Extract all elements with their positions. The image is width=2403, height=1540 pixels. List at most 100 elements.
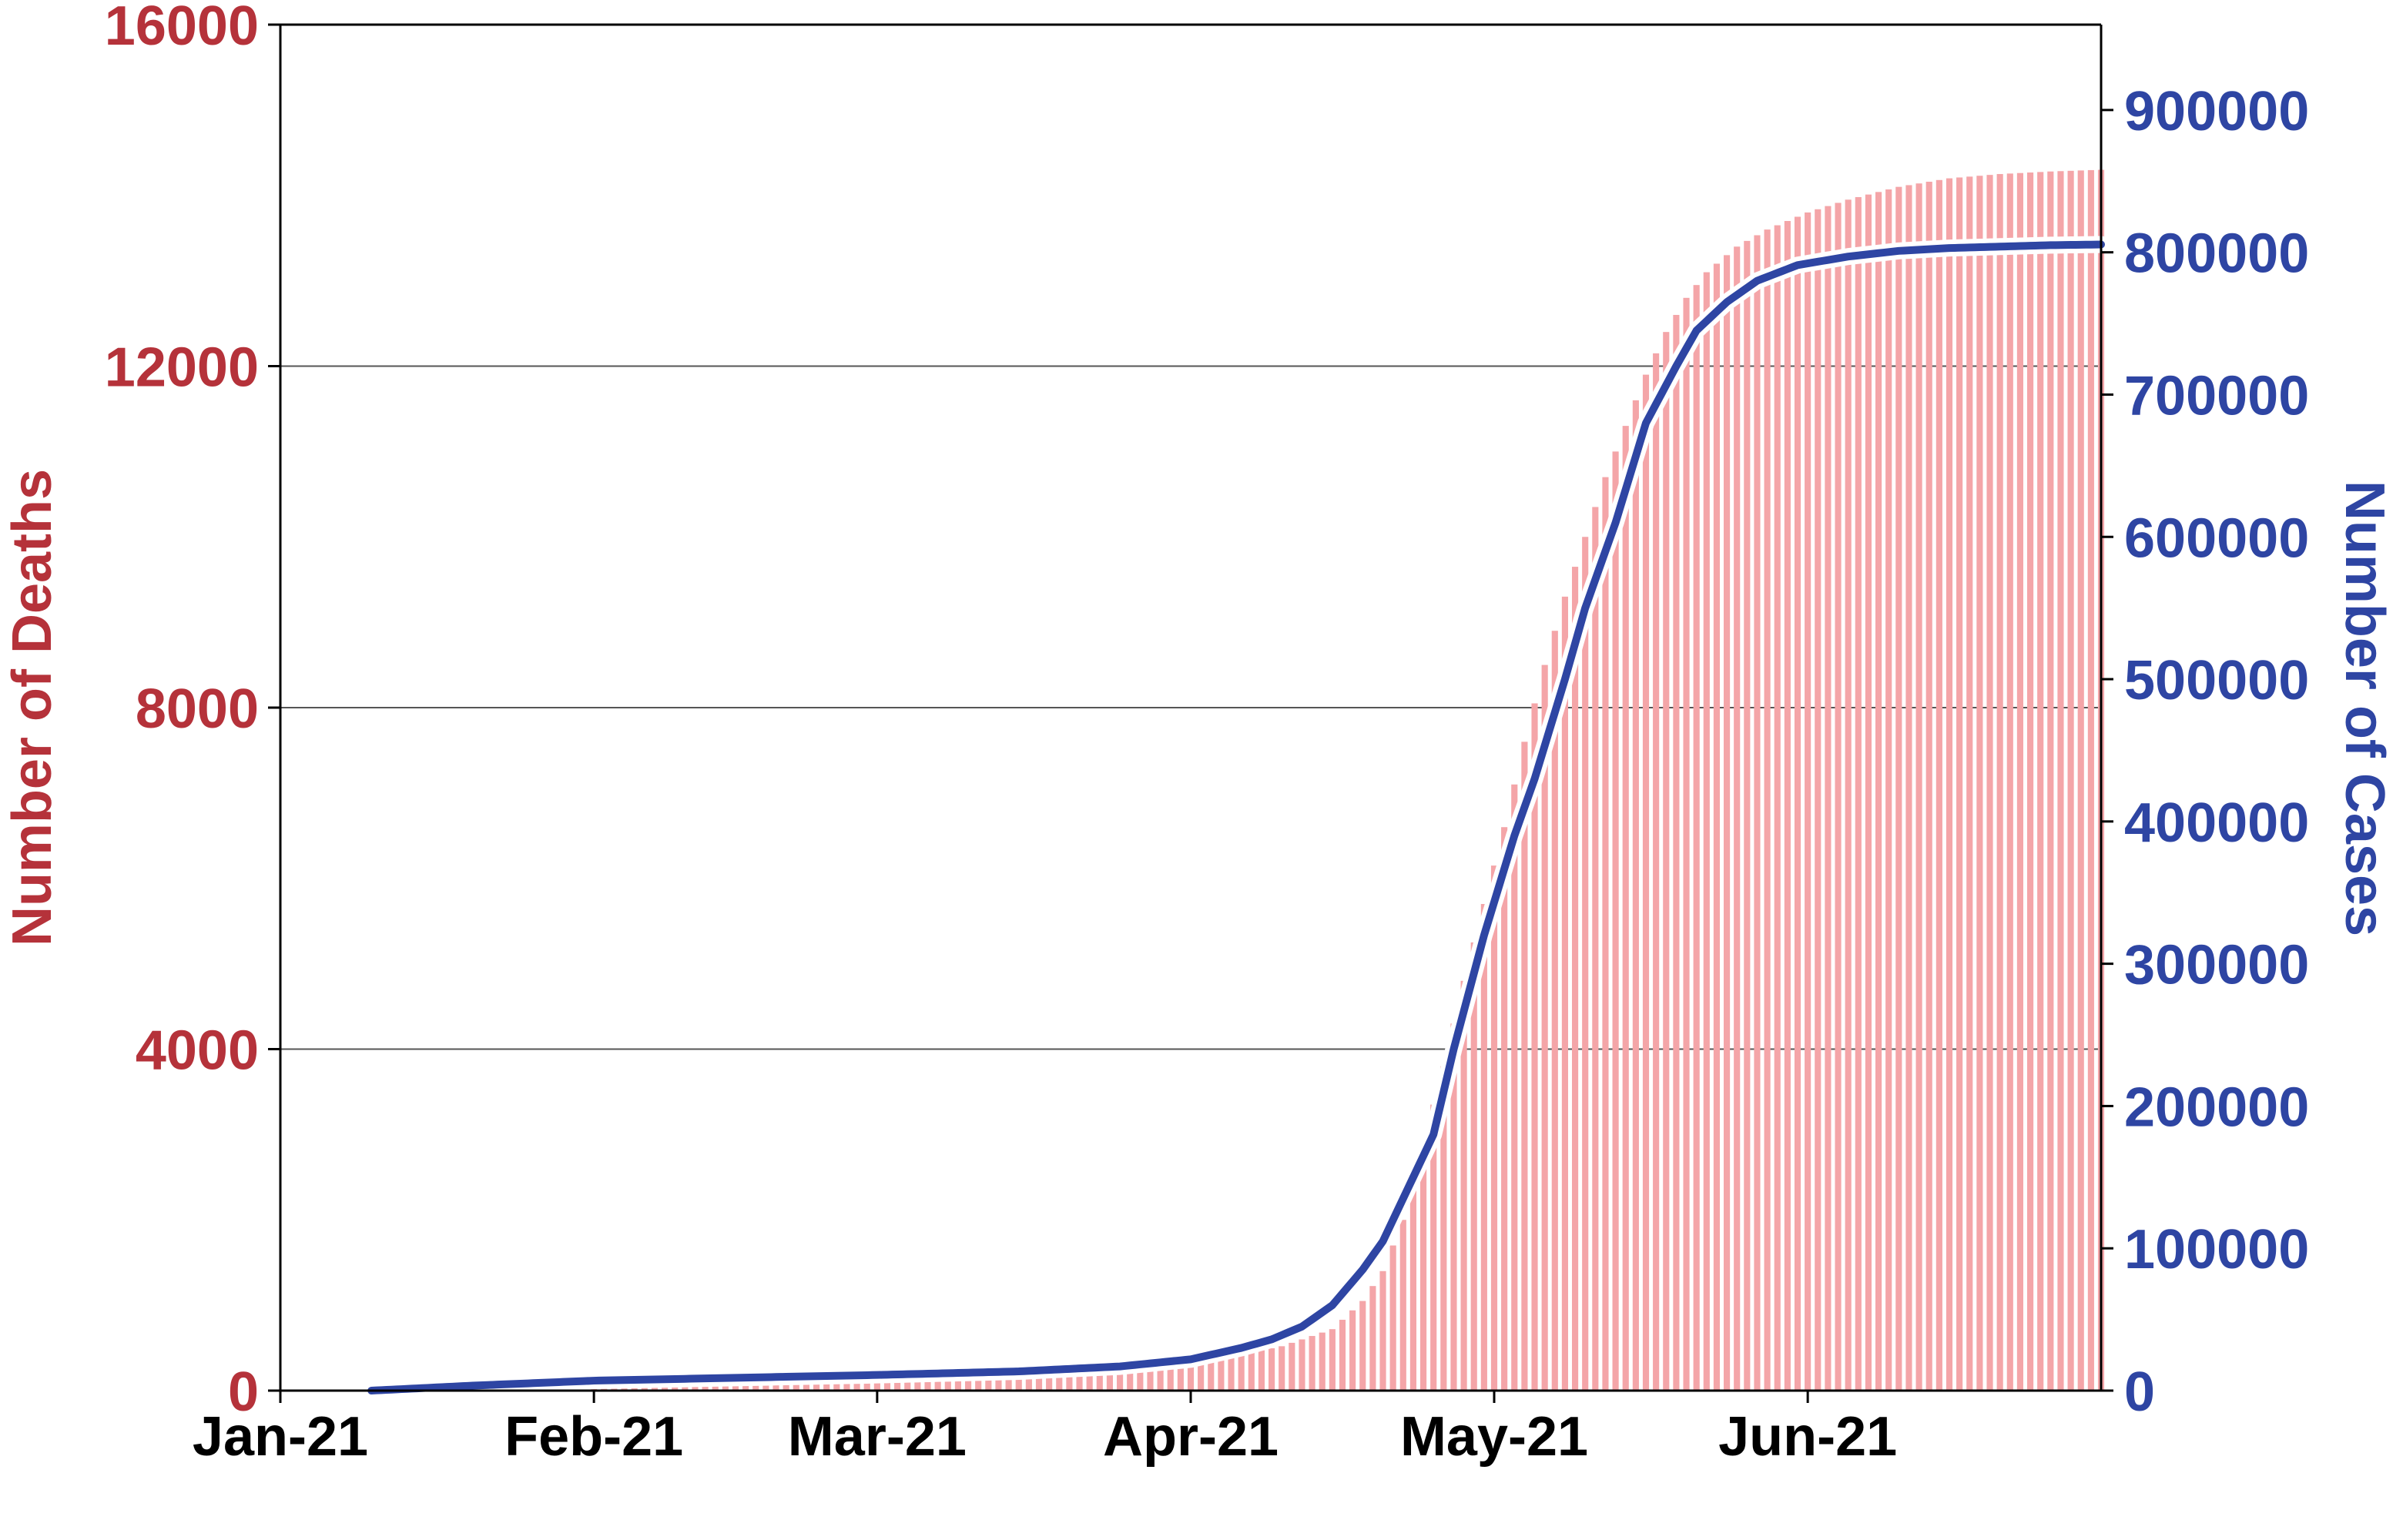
deaths-bar (1865, 194, 1872, 1391)
deaths-bar (1835, 203, 1842, 1391)
deaths-bar (1187, 1362, 1195, 1391)
deaths-bar (1198, 1361, 1205, 1391)
deaths-bar (2006, 173, 2013, 1391)
deaths-bar (1147, 1365, 1154, 1391)
deaths-bar (1248, 1352, 1255, 1391)
deaths-bar (1025, 1371, 1032, 1391)
deaths-bar (934, 1373, 941, 1391)
deaths-bar (1784, 221, 1791, 1391)
deaths-bar (1572, 567, 1579, 1391)
right-tick-label: 600000 (2124, 507, 2309, 569)
right-tick-label: 300000 (2124, 935, 2309, 996)
deaths-bar (1096, 1368, 1103, 1391)
deaths-bar (1389, 1245, 1396, 1391)
deaths-bar (1966, 176, 1973, 1391)
deaths-bar (1177, 1363, 1184, 1391)
deaths-bar (1541, 665, 1548, 1391)
deaths-bar (1683, 297, 1690, 1391)
deaths-bar (1925, 182, 1932, 1391)
deaths-bar (1076, 1369, 1083, 1391)
deaths-bar (1450, 1023, 1457, 1391)
deaths-bar (1561, 596, 1568, 1391)
deaths-bar (944, 1373, 951, 1391)
deaths-bar (1673, 314, 1680, 1391)
deaths-bar (1106, 1368, 1113, 1391)
x-tick-label: Mar-21 (788, 1406, 967, 1468)
x-tick-label: May-21 (1400, 1406, 1588, 1468)
deaths-bar (1238, 1354, 1245, 1391)
deaths-bar (1511, 784, 1518, 1391)
x-tick-label: Jun-21 (1718, 1406, 1897, 1468)
deaths-bar (1885, 189, 1892, 1391)
right-tick-label: 100000 (2124, 1219, 2309, 1281)
deaths-bar (1895, 186, 1902, 1391)
deaths-bar (1764, 229, 1771, 1391)
deaths-bar (1653, 353, 1660, 1391)
cases-line-group (363, 236, 2110, 1399)
deaths-bar (2037, 172, 2044, 1391)
deaths-bar (1066, 1369, 1073, 1391)
right-tick-label: 0 (2124, 1361, 2155, 1423)
deaths-bar (1825, 206, 1832, 1391)
deaths-bar (1602, 477, 1609, 1391)
left-axis-label: Number of Deaths (2, 469, 63, 946)
deaths-bar (995, 1372, 1002, 1391)
deaths-bar (1369, 1286, 1376, 1391)
deaths-bar (1490, 865, 1498, 1391)
deaths-bar (1622, 426, 1629, 1391)
deaths-bar (1420, 1143, 1427, 1391)
left-axis-ticks: 0 4000 8000 12000 16000 (105, 0, 280, 1423)
deaths-bar (1480, 904, 1487, 1391)
deaths-bar (1015, 1371, 1022, 1391)
deaths-bar (1440, 1066, 1447, 1391)
deaths-bar (1086, 1368, 1093, 1391)
deaths-bar (2077, 170, 2084, 1391)
deaths-bar (1460, 980, 1467, 1391)
deaths-bar (1167, 1364, 1174, 1391)
deaths-bar (1693, 285, 1700, 1391)
right-tick-label: 400000 (2124, 792, 2309, 854)
deaths-bar (1724, 255, 1731, 1391)
deaths-bar (1915, 183, 1922, 1391)
deaths-bar (1289, 1342, 1295, 1391)
cases-line (367, 240, 2105, 1394)
deaths-bar (2067, 170, 2074, 1391)
deaths-bar (1208, 1359, 1215, 1391)
right-tick-label: 800000 (2124, 223, 2309, 285)
deaths-bar (1875, 192, 1882, 1391)
right-tick-label: 500000 (2124, 650, 2309, 711)
deaths-bar (1309, 1336, 1315, 1391)
deaths-bar (1157, 1364, 1164, 1391)
left-tick-label: 4000 (136, 1020, 259, 1082)
deaths-bar (1319, 1332, 1326, 1391)
deaths-bar (965, 1372, 972, 1391)
deaths-bar (985, 1372, 992, 1391)
deaths-bar (1976, 176, 1983, 1391)
deaths-bar (1299, 1339, 1305, 1391)
x-tick-label: Apr-21 (1103, 1406, 1279, 1468)
deaths-bar (1258, 1350, 1265, 1391)
right-axis-ticks: 0 100000 200000 300000 400000 500000 600000 700… (2101, 81, 2309, 1423)
deaths-bar (1056, 1370, 1063, 1391)
deaths-bar (1470, 942, 1477, 1391)
deaths-bar (2087, 169, 2094, 1391)
deaths-bar (1359, 1301, 1366, 1391)
deaths-bar (1582, 537, 1589, 1391)
left-tick-label: 8000 (136, 678, 259, 740)
left-tick-label: 16000 (105, 0, 259, 57)
deaths-bar (1946, 178, 1953, 1391)
deaths-bar (2016, 172, 2023, 1391)
left-tick-label: 12000 (105, 337, 259, 399)
deaths-bar (975, 1372, 982, 1391)
deaths-bar (1935, 179, 1942, 1391)
deaths-bar (1228, 1356, 1235, 1391)
deaths-bar (1349, 1310, 1356, 1391)
right-axis-label: Number of Cases (2334, 480, 2395, 936)
deaths-bar (1329, 1329, 1336, 1391)
deaths-bar (1996, 174, 2003, 1391)
right-tick-label: 900000 (2124, 81, 2309, 142)
x-axis-ticks: Jan-21 Feb-21 Mar-21 Apr-21 May-21 Jun-21 (193, 1391, 1897, 1468)
deaths-bar (1592, 507, 1599, 1391)
deaths-bar (2047, 171, 2054, 1391)
